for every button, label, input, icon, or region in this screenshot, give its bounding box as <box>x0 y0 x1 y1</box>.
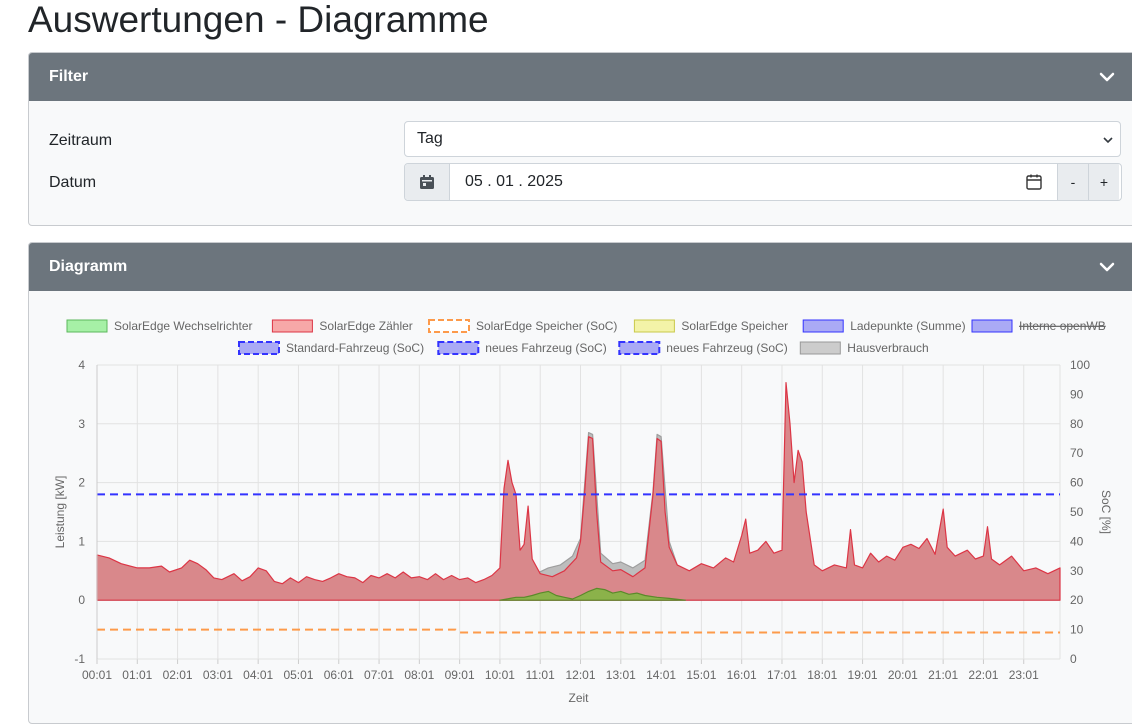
x-tick-label: 09:01 <box>445 668 475 682</box>
legend-swatch <box>428 319 470 333</box>
x-tick-label: 15:01 <box>686 668 716 682</box>
y2-tick-label: 90 <box>1070 387 1084 401</box>
x-tick-label: 10:01 <box>485 668 515 682</box>
y2-tick-label: 20 <box>1070 593 1084 607</box>
datum-input-group: 05 . 01 . 2025 - + <box>404 163 1122 201</box>
y2-tick-label: 80 <box>1070 417 1084 431</box>
y2-axis-title: SoC [%] <box>1099 490 1113 534</box>
power-chart: SolarEdge Wechselrichter SolarEdge Zähler… <box>53 319 1113 705</box>
filter-card-title: Filter <box>49 68 89 85</box>
date-minus-button[interactable]: - <box>1057 164 1088 200</box>
y2-tick-label: 50 <box>1070 505 1084 519</box>
page-title: Auswertungen - Diagramme <box>28 0 489 40</box>
legend-label: SolarEdge Wechselrichter <box>114 319 253 333</box>
y-tick-label: 3 <box>78 417 85 431</box>
series-wechselrichter-area <box>499 587 686 601</box>
x-tick-label: 03:01 <box>203 668 233 682</box>
chevron-down-icon[interactable] <box>1097 67 1117 87</box>
zeitraum-select-value: Tag <box>417 130 443 147</box>
y-tick-label: 1 <box>78 534 85 548</box>
diagramm-card: Diagramm SolarEdge Wechselrichter SolarEd… <box>28 242 1132 724</box>
y2-tick-label: 30 <box>1070 564 1084 578</box>
x-tick-label: 04:01 <box>243 668 273 682</box>
legend-label: SolarEdge Zähler <box>319 319 412 333</box>
x-tick-label: 01:01 <box>122 668 152 682</box>
x-tick-label: 07:01 <box>364 668 394 682</box>
x-tick-label: 19:01 <box>848 668 878 682</box>
x-tick-label: 20:01 <box>888 668 918 682</box>
legend-label: Standard-Fahrzeug (SoC) <box>286 341 424 355</box>
x-tick-label: 22:01 <box>968 668 998 682</box>
y2-tick-label: 10 <box>1070 623 1084 637</box>
calendar-icon <box>420 175 434 189</box>
x-tick-label: 02:01 <box>163 668 193 682</box>
legend-swatch <box>799 341 841 355</box>
legend-swatch <box>633 319 675 333</box>
zeitraum-label: Zeitraum <box>49 132 113 149</box>
x-tick-label: 05:01 <box>283 668 313 682</box>
legend-swatch <box>66 319 108 333</box>
filter-card: Filter Zeitraum Tag Datum 05 . 01 . 2025 <box>28 52 1132 226</box>
y-tick-label: 2 <box>78 476 85 490</box>
y-axis-title: Leistung [kW] <box>53 476 67 549</box>
legend-swatch <box>802 319 844 333</box>
x-tick-label: 13:01 <box>606 668 636 682</box>
diagramm-card-title: Diagramm <box>49 258 128 275</box>
chevron-down-icon <box>1103 137 1113 144</box>
y2-tick-label: 40 <box>1070 534 1084 548</box>
legend-swatch <box>238 341 280 355</box>
y2-tick-label: 100 <box>1070 358 1090 372</box>
x-tick-label: 08:01 <box>404 668 434 682</box>
calendar-picker-icon[interactable] <box>1025 173 1043 191</box>
legend-label: Interne openWB <box>1019 319 1106 333</box>
datum-input[interactable]: 05 . 01 . 2025 <box>465 173 563 190</box>
date-plus-button[interactable]: + <box>1088 164 1119 200</box>
chevron-down-icon[interactable] <box>1097 257 1117 277</box>
filter-card-header[interactable]: Filter <box>29 53 1132 101</box>
x-tick-label: 16:01 <box>727 668 757 682</box>
x-tick-label: 12:01 <box>565 668 595 682</box>
legend-swatch <box>437 341 480 355</box>
legend-label: SolarEdge Speicher (SoC) <box>476 319 617 333</box>
legend-swatch <box>271 319 313 333</box>
x-tick-label: 06:01 <box>324 668 354 682</box>
y2-tick-label: 70 <box>1070 446 1084 460</box>
y-tick-label: -1 <box>74 652 85 666</box>
y2-tick-label: 0 <box>1070 652 1077 666</box>
series-speicher-soc-line <box>97 628 1060 634</box>
legend-label: SolarEdge Speicher <box>681 319 788 333</box>
y-tick-label: 0 <box>78 593 85 607</box>
legend-label: neues Fahrzeug (SoC) <box>666 341 787 355</box>
calendar-addon <box>405 164 450 200</box>
x-tick-label: 23:01 <box>1009 668 1039 682</box>
datum-label: Datum <box>49 174 97 191</box>
legend-label: Hausverbrauch <box>847 341 928 355</box>
zeitraum-select[interactable]: Tag <box>404 121 1121 157</box>
x-tick-label: 11:01 <box>526 668 555 682</box>
diagramm-card-header[interactable]: Diagramm <box>29 243 1132 291</box>
x-tick-label: 17:01 <box>767 668 797 682</box>
y-tick-label: 4 <box>78 358 85 372</box>
legend-swatch <box>971 319 1013 333</box>
x-tick-label: 21:01 <box>928 668 958 682</box>
legend-label: neues Fahrzeug (SoC) <box>485 341 606 355</box>
y2-tick-label: 60 <box>1070 476 1084 490</box>
legend-swatch <box>618 341 661 355</box>
x-tick-label: 18:01 <box>807 668 837 682</box>
legend-label: Ladepunkte (Summe) <box>850 319 965 333</box>
series-zaehler-area <box>96 382 1061 601</box>
x-tick-label: 14:01 <box>646 668 676 682</box>
x-tick-label: 00:01 <box>82 668 112 682</box>
x-axis-title: Zeit <box>568 691 589 705</box>
